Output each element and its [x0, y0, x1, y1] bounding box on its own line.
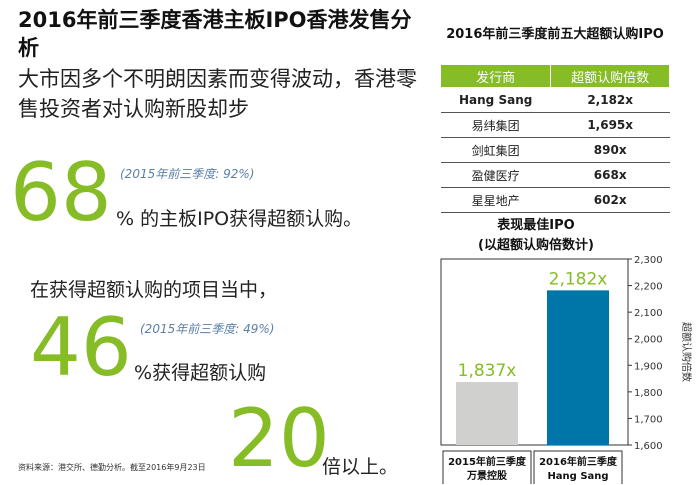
stat-46-value: 46	[30, 301, 132, 394]
multiple-cell: 668x	[550, 162, 670, 188]
y-tick-label: 2,000	[634, 335, 663, 346]
stat-68-text: 的主板IPO获得超额认购。	[134, 208, 363, 230]
issuer-cell: 盈健医疗	[440, 162, 551, 188]
bar	[456, 382, 518, 445]
chart-title: 表现最佳IPO (以超额认购倍数计)	[436, 216, 636, 256]
header-oversubscription: 超额认购倍数	[550, 64, 670, 88]
bar-data-label: 1,837x	[458, 361, 517, 381]
plot-frame	[440, 258, 629, 446]
bar-data-label: 2,182x	[549, 269, 608, 289]
y-tick-label: 1,600	[634, 441, 663, 452]
page-subtitle: 大市因多个不明朗因素而变得波动，香港零售投资者对认购新股却步	[18, 67, 417, 121]
chart-title-line1: 表现最佳IPO	[497, 218, 575, 233]
issuer-cell: 易纬集团	[440, 112, 551, 138]
category-label-box	[442, 450, 532, 484]
table-row: 盈健医疗 668x	[440, 162, 670, 188]
stat-46-prev: (2015年前三季度: 49%)	[140, 322, 275, 336]
issuer-cell: 星星地产	[440, 187, 551, 213]
chart-title-line2: (以超额认购倍数计)	[478, 238, 594, 253]
bar	[547, 290, 609, 445]
category-label: 万景控股	[466, 469, 508, 482]
category-label: 2015年前三季度	[448, 455, 527, 468]
y-tick-label: 2,100	[634, 308, 663, 319]
table-header-row: 发行商 超额认购倍数	[439, 64, 670, 88]
y-axis-label: 超额认购倍数	[680, 322, 693, 382]
stat-68-unit: %	[116, 208, 135, 230]
source-note: 资料来源：港交所、德勤分析。截至2016年9月23日	[18, 463, 206, 472]
table-title: 2016年前三季度前五大超额认购IPO	[446, 27, 664, 42]
table-row: 易纬集团 1,695x	[440, 112, 670, 138]
stat-46-unit: %	[134, 362, 153, 384]
top-ipo-table: 发行商 超额认购倍数 Hang Sang 2,182x 易纬集团 1,695x …	[439, 64, 670, 213]
multiple-cell: 1,695x	[550, 112, 670, 138]
y-tick-label: 1,800	[634, 388, 663, 399]
stat-68-value: 68	[10, 146, 112, 239]
y-tick-label: 2,300	[634, 255, 663, 266]
table-row: 星星地产 602x	[440, 187, 670, 213]
category-label: 2016年前三季度	[539, 455, 618, 468]
category-label-box	[533, 450, 623, 484]
stat-68-caption: % 的主板IPO获得超额认购。	[116, 204, 362, 231]
stat-68-prev: (2015年前三季度: 92%)	[120, 167, 255, 181]
stat-46-text: 获得超额认购	[152, 362, 267, 384]
category-label: Hang Sang	[547, 471, 608, 482]
table-row: Hang Sang 2,182x	[440, 87, 670, 113]
multiple-cell: 2,182x	[550, 87, 670, 113]
issuer-cell: Hang Sang	[440, 87, 551, 113]
y-tick-label: 2,200	[634, 282, 663, 293]
multiple-cell: 890x	[550, 137, 670, 163]
y-tick-label: 1,700	[634, 414, 663, 425]
stat-46-intro: 在获得超额认购的项目当中，	[30, 279, 278, 301]
stat-20-value: 20	[228, 392, 330, 485]
multiple-cell: 602x	[550, 187, 670, 213]
page-title: 2016年前三季度香港主板IPO香港发售分析	[18, 8, 412, 60]
table-row: 剑虹集团 890x	[440, 137, 670, 163]
header-issuer: 发行商	[439, 64, 552, 88]
stat-20-text: 倍以上。	[322, 456, 399, 478]
y-tick-label: 1,900	[634, 361, 663, 372]
stat-46-caption: %获得超额认购	[134, 358, 266, 385]
issuer-cell: 剑虹集团	[440, 137, 551, 163]
